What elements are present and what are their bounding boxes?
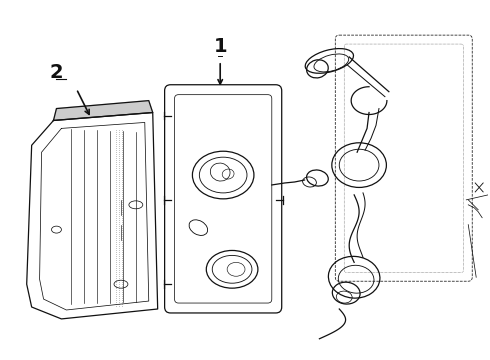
Text: 1: 1 xyxy=(213,37,227,55)
Text: 2: 2 xyxy=(49,63,63,82)
Polygon shape xyxy=(53,100,153,121)
